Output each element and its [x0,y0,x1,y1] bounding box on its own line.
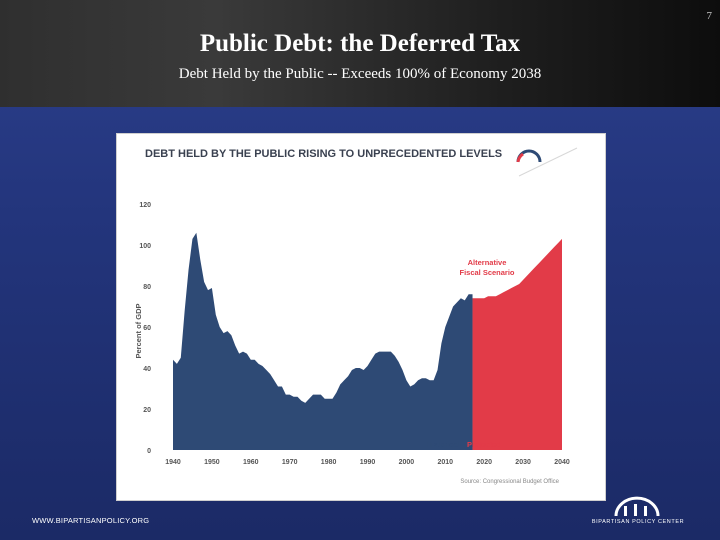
y-tick-label: 20 [143,407,151,414]
annotation-alternative-fiscal-scenario: Alternative [468,258,507,267]
y-axis-label: Percent of GDP [134,303,143,358]
annotation-historical: Historical [426,440,460,449]
series-area-historical [173,232,473,450]
x-tick-label: 1990 [360,459,376,466]
x-tick-label: 2030 [515,459,531,466]
chart-title: DEBT HELD BY THE PUBLIC RISING TO UNPREC… [145,148,503,160]
x-tick-label: 1940 [165,459,181,466]
title-bar: 7 Public Debt: the Deferred Tax Debt Hel… [0,0,720,107]
x-tick-label: 1950 [204,459,220,466]
y-tick-label: 0 [147,448,151,455]
y-tick-label: 40 [143,366,151,373]
bpc-logo-icon [516,147,578,177]
slide-number: 7 [706,10,713,22]
slide-title: Public Debt: the Deferred Tax [199,30,521,57]
footer-logo: BIPARTISAN POLICY CENTER [582,494,694,530]
annotation-alternative-fiscal-scenario: Fiscal Scenario [459,268,514,277]
footer-logo-text: BIPARTISAN POLICY CENTER [591,519,685,525]
footer-url: WWW.BIPARTISANPOLICY.ORG [32,516,150,525]
y-tick-label: 100 [139,243,151,250]
y-tick-label: 80 [143,284,151,291]
slide-subtitle: Debt Held by the Public -- Exceeds 100% … [178,66,542,82]
chart-source: Source: Congressional Budget Office [460,479,559,485]
x-tick-label: 1960 [243,459,259,466]
y-tick-label: 60 [143,325,151,332]
x-tick-label: 2020 [476,459,492,466]
annotation-projected: Projected [467,440,502,449]
x-tick-label: 2010 [438,459,454,466]
chart-card: DEBT HELD BY THE PUBLIC RISING TO UNPREC… [117,134,605,500]
x-tick-label: 2000 [399,459,415,466]
x-tick-label: 2040 [554,459,570,466]
x-tick-label: 1970 [282,459,298,466]
series-area-projected [472,238,562,450]
x-tick-label: 1980 [321,459,337,466]
bpc-arch-icon [614,496,660,517]
y-tick-label: 120 [139,202,151,209]
